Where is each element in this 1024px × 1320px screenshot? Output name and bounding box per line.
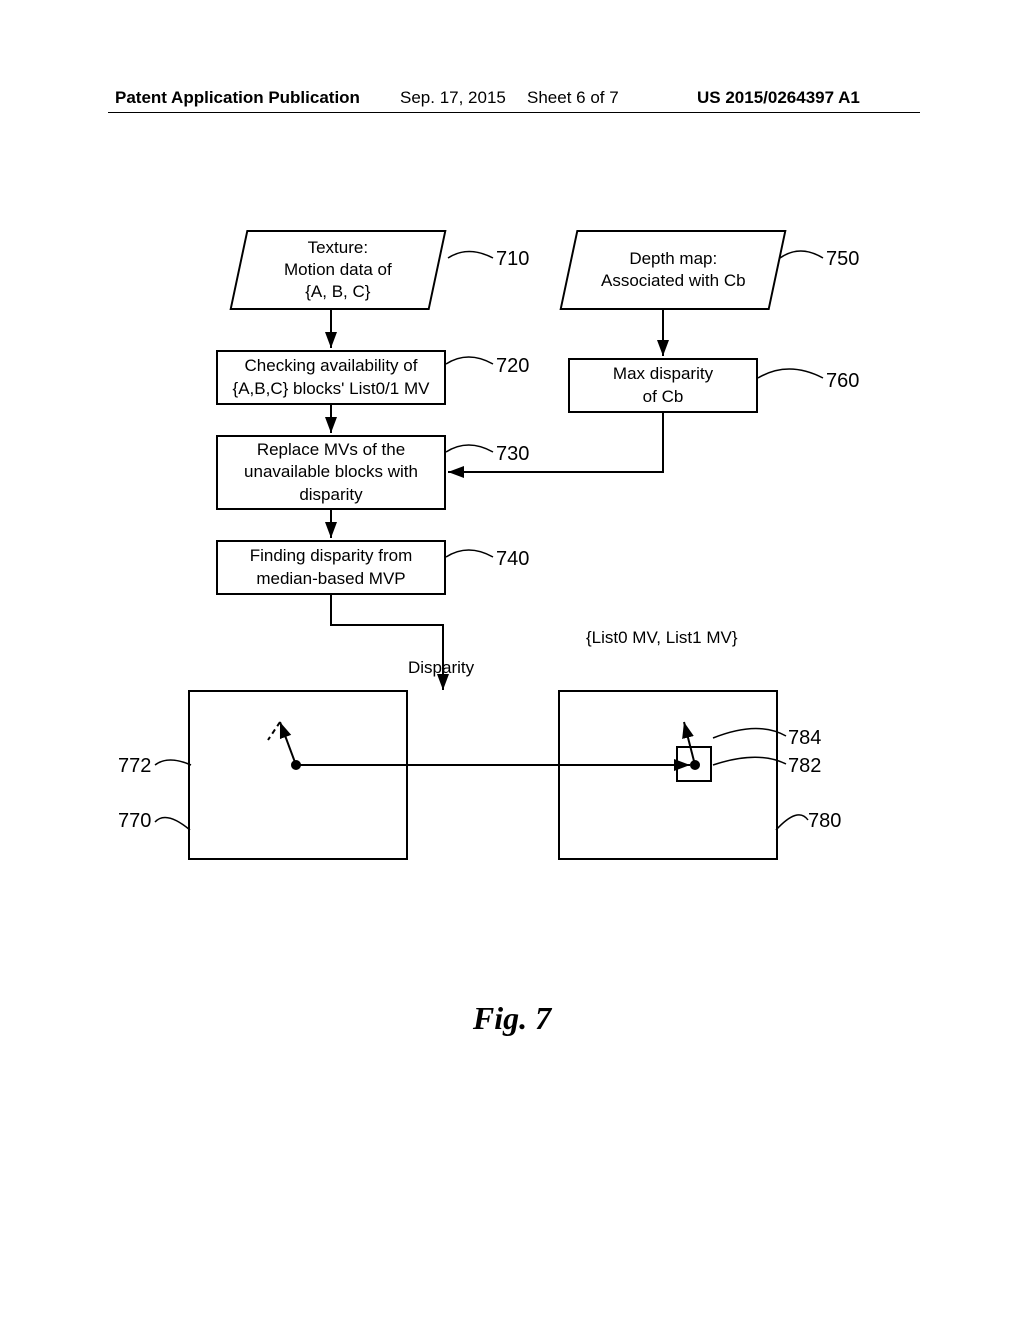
ref-730: 730 xyxy=(496,443,529,466)
point-in-782 xyxy=(690,760,700,770)
ref-784: 784 xyxy=(788,727,821,750)
r730-l3: disparity xyxy=(299,485,362,504)
r760-l2: of Cb xyxy=(643,387,684,406)
disparity-label: Disparity xyxy=(408,658,474,678)
figure-caption: Fig. 7 xyxy=(0,1000,1024,1037)
ref-770: 770 xyxy=(118,810,151,833)
header-date: Sep. 17, 2015 xyxy=(400,88,506,108)
header-docnum: US 2015/0264397 A1 xyxy=(697,88,860,108)
header-rule xyxy=(108,112,920,113)
data-depth-750: Depth map: Associated with Cb xyxy=(559,230,786,310)
ref-710: 710 xyxy=(496,248,529,271)
data-texture-710: Texture: Motion data of {A, B, C} xyxy=(229,230,446,310)
process-760: Max disparity of Cb xyxy=(568,358,758,413)
r740-l2: median-based MVP xyxy=(256,569,405,588)
ref-772: 772 xyxy=(118,755,151,778)
r730-l2: unavailable blocks with xyxy=(244,462,418,481)
point-772 xyxy=(291,760,301,770)
header-sheet: Sheet 6 of 7 xyxy=(527,88,619,108)
process-730: Replace MVs of the unavailable blocks wi… xyxy=(216,435,446,510)
r740-l1: Finding disparity from xyxy=(250,546,413,565)
r720-l2: {A,B,C} blocks' List0/1 MV xyxy=(233,379,430,398)
listmv-label: {List0 MV, List1 MV} xyxy=(586,628,738,648)
p750-l2: Associated with Cb xyxy=(601,271,746,290)
p710-l3: {A, B, C} xyxy=(305,282,370,301)
p710-l2: Motion data of xyxy=(284,260,392,279)
r760-l1: Max disparity xyxy=(613,364,713,383)
ref-750: 750 xyxy=(826,248,859,271)
r730-l1: Replace MVs of the xyxy=(257,440,405,459)
ref-720: 720 xyxy=(496,355,529,378)
process-740: Finding disparity from median-based MVP xyxy=(216,540,446,595)
r720-l1: Checking availability of xyxy=(245,356,418,375)
header-pub: Patent Application Publication xyxy=(115,88,360,108)
ref-740: 740 xyxy=(496,548,529,571)
ref-782: 782 xyxy=(788,755,821,778)
frame-770 xyxy=(188,690,408,860)
frame-780 xyxy=(558,690,778,860)
ref-760: 760 xyxy=(826,370,859,393)
process-720: Checking availability of {A,B,C} blocks'… xyxy=(216,350,446,405)
flowchart: Texture: Motion data of {A, B, C} Depth … xyxy=(108,230,920,970)
ref-780: 780 xyxy=(808,810,841,833)
p710-l1: Texture: xyxy=(308,238,368,257)
p750-l1: Depth map: xyxy=(629,249,717,268)
